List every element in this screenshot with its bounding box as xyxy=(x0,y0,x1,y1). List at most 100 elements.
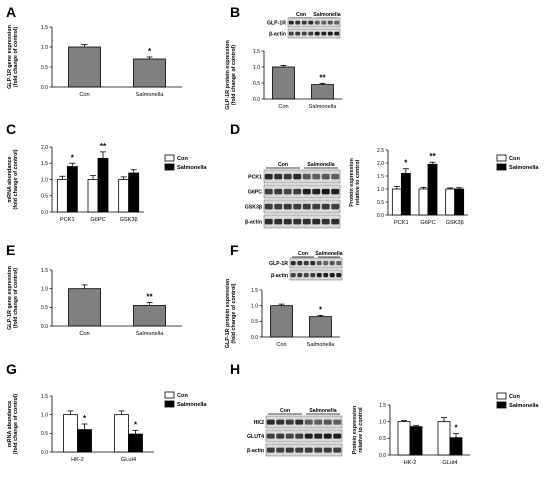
blot-band xyxy=(302,203,311,210)
bar xyxy=(63,414,78,453)
blot-band xyxy=(321,20,327,25)
blot-band xyxy=(336,273,342,278)
blot-strip xyxy=(265,443,343,457)
bar xyxy=(56,179,68,213)
panel-label-d: D xyxy=(230,121,240,137)
chart-g: G 0.0 0.5 1.0 1.5 mRNA abundance (fold change … xyxy=(6,361,207,463)
bar xyxy=(449,437,463,456)
y-tick-label: 1.0 xyxy=(41,177,48,183)
blot-band xyxy=(302,188,311,195)
y-tick-label: 0.0 xyxy=(251,335,258,341)
blot-band xyxy=(314,433,323,439)
blot-band xyxy=(295,447,304,453)
significance-star: ** xyxy=(146,292,153,301)
blot-band xyxy=(323,447,332,453)
blot-band xyxy=(312,203,321,210)
bar xyxy=(445,188,456,216)
blot-group-label-salmonella: Salmonella xyxy=(315,251,343,257)
y-tick-label: 0.0 xyxy=(253,97,260,103)
blot-band xyxy=(285,433,294,439)
y-axis-label: Protein expression xyxy=(352,406,358,455)
chart-a: A 0.0 0.5 1.0 1.5 GLP-1R gene expression (fold… xyxy=(6,4,182,98)
bar xyxy=(87,179,99,213)
chart-e: E 0.0 0.5 1.0 1.5 GLP-1R gene expression (fold… xyxy=(6,242,182,337)
blot-band xyxy=(288,31,294,36)
legend-swatch-con xyxy=(496,154,507,162)
bar xyxy=(454,188,465,216)
blot-row-label: β-actin xyxy=(271,273,288,279)
y-axis-label: mRNA abundance xyxy=(7,156,13,202)
significance-star: * xyxy=(454,424,458,433)
blot-band xyxy=(336,261,342,266)
blot-band xyxy=(310,261,316,266)
blot-strip xyxy=(289,269,343,281)
blot-band xyxy=(283,188,292,195)
blot-band xyxy=(308,20,314,25)
y-tick-label: 1.5 xyxy=(41,268,48,274)
blot-band xyxy=(316,273,322,278)
blot-band xyxy=(283,203,292,210)
legend-label-con: Con xyxy=(177,393,188,399)
y-tick-label: 1.5 xyxy=(379,403,386,409)
blot-band xyxy=(274,173,283,180)
blot-row-label: G6PC xyxy=(248,190,262,196)
y-axis-label: GLP-1R protein expression xyxy=(225,40,231,110)
bar xyxy=(66,166,78,213)
category-label: GLut4 xyxy=(121,457,136,463)
y-tick-label: 1.0 xyxy=(379,419,386,425)
blot-band xyxy=(329,273,335,278)
panel-label-f: F xyxy=(230,242,239,258)
panel-label-a: A xyxy=(6,4,16,20)
chart-f: F 0.0 0.5 1.0 1.5 GLP-1R protein expression (f… xyxy=(225,242,340,348)
significance-star: * xyxy=(404,159,408,168)
blot-group-label-salmonella: Salmonella xyxy=(307,162,335,168)
y-tick-label: 1.5 xyxy=(251,288,258,294)
legend-swatch-con xyxy=(164,154,175,162)
category-label: Con xyxy=(278,104,288,110)
blot-row-label: PCK1 xyxy=(248,175,262,181)
blot-band xyxy=(303,273,309,278)
bar xyxy=(409,426,423,456)
legend-label-con: Con xyxy=(509,394,520,400)
blot-band xyxy=(295,20,301,25)
chart-h: H 0.0 0.5 1.0 1.5 Protein expression relative … xyxy=(230,361,539,466)
blot-group-label-con: Con xyxy=(280,408,290,414)
bar xyxy=(270,305,293,338)
y-tick-label: 0.5 xyxy=(251,319,258,325)
bar xyxy=(77,429,92,453)
y-axis-label: (fold change of control) xyxy=(13,394,19,454)
panel-label-e: E xyxy=(6,242,15,258)
bar xyxy=(400,172,411,216)
y-tick-label: 1.5 xyxy=(41,161,48,167)
category-label: HK-2 xyxy=(71,457,84,463)
y-tick-label: 1.5 xyxy=(253,49,260,55)
blot-row-label: β-actin xyxy=(247,448,264,454)
y-axis-label: relative to control xyxy=(358,407,364,453)
blot-row-label: GSK3β xyxy=(245,205,262,211)
blot-row-label: GLUT4 xyxy=(247,434,264,440)
blot-band xyxy=(312,218,321,225)
y-tick-label: 1.0 xyxy=(251,303,258,309)
blot-band xyxy=(293,203,302,210)
bar xyxy=(97,157,109,213)
y-tick-label: 0.5 xyxy=(41,194,48,200)
legend-label-salmonella: Salmonella xyxy=(177,402,207,408)
bar xyxy=(427,163,438,216)
blot-b: Con Salmonella GLP-1R β-actin xyxy=(267,12,341,39)
blot-band xyxy=(321,188,330,195)
y-tick-label: 0.5 xyxy=(41,305,48,311)
blot-band xyxy=(301,31,307,36)
blot-band xyxy=(293,218,302,225)
category-label: HK-2 xyxy=(404,460,417,466)
legend-swatch-salmonella xyxy=(164,163,175,171)
blot-strip xyxy=(265,429,343,443)
chart-c: C 0.0 0.5 1.0 1.5 2.0 mRNA abundance (fold chan… xyxy=(6,121,207,223)
blot-band xyxy=(327,31,333,36)
blot-band xyxy=(297,261,303,266)
blot-band xyxy=(333,447,342,453)
blot-band xyxy=(295,433,304,439)
y-tick-label: 0.5 xyxy=(379,436,386,442)
blot-band xyxy=(323,261,329,266)
blot-band xyxy=(304,433,313,439)
y-tick-label: 0.0 xyxy=(41,85,48,91)
